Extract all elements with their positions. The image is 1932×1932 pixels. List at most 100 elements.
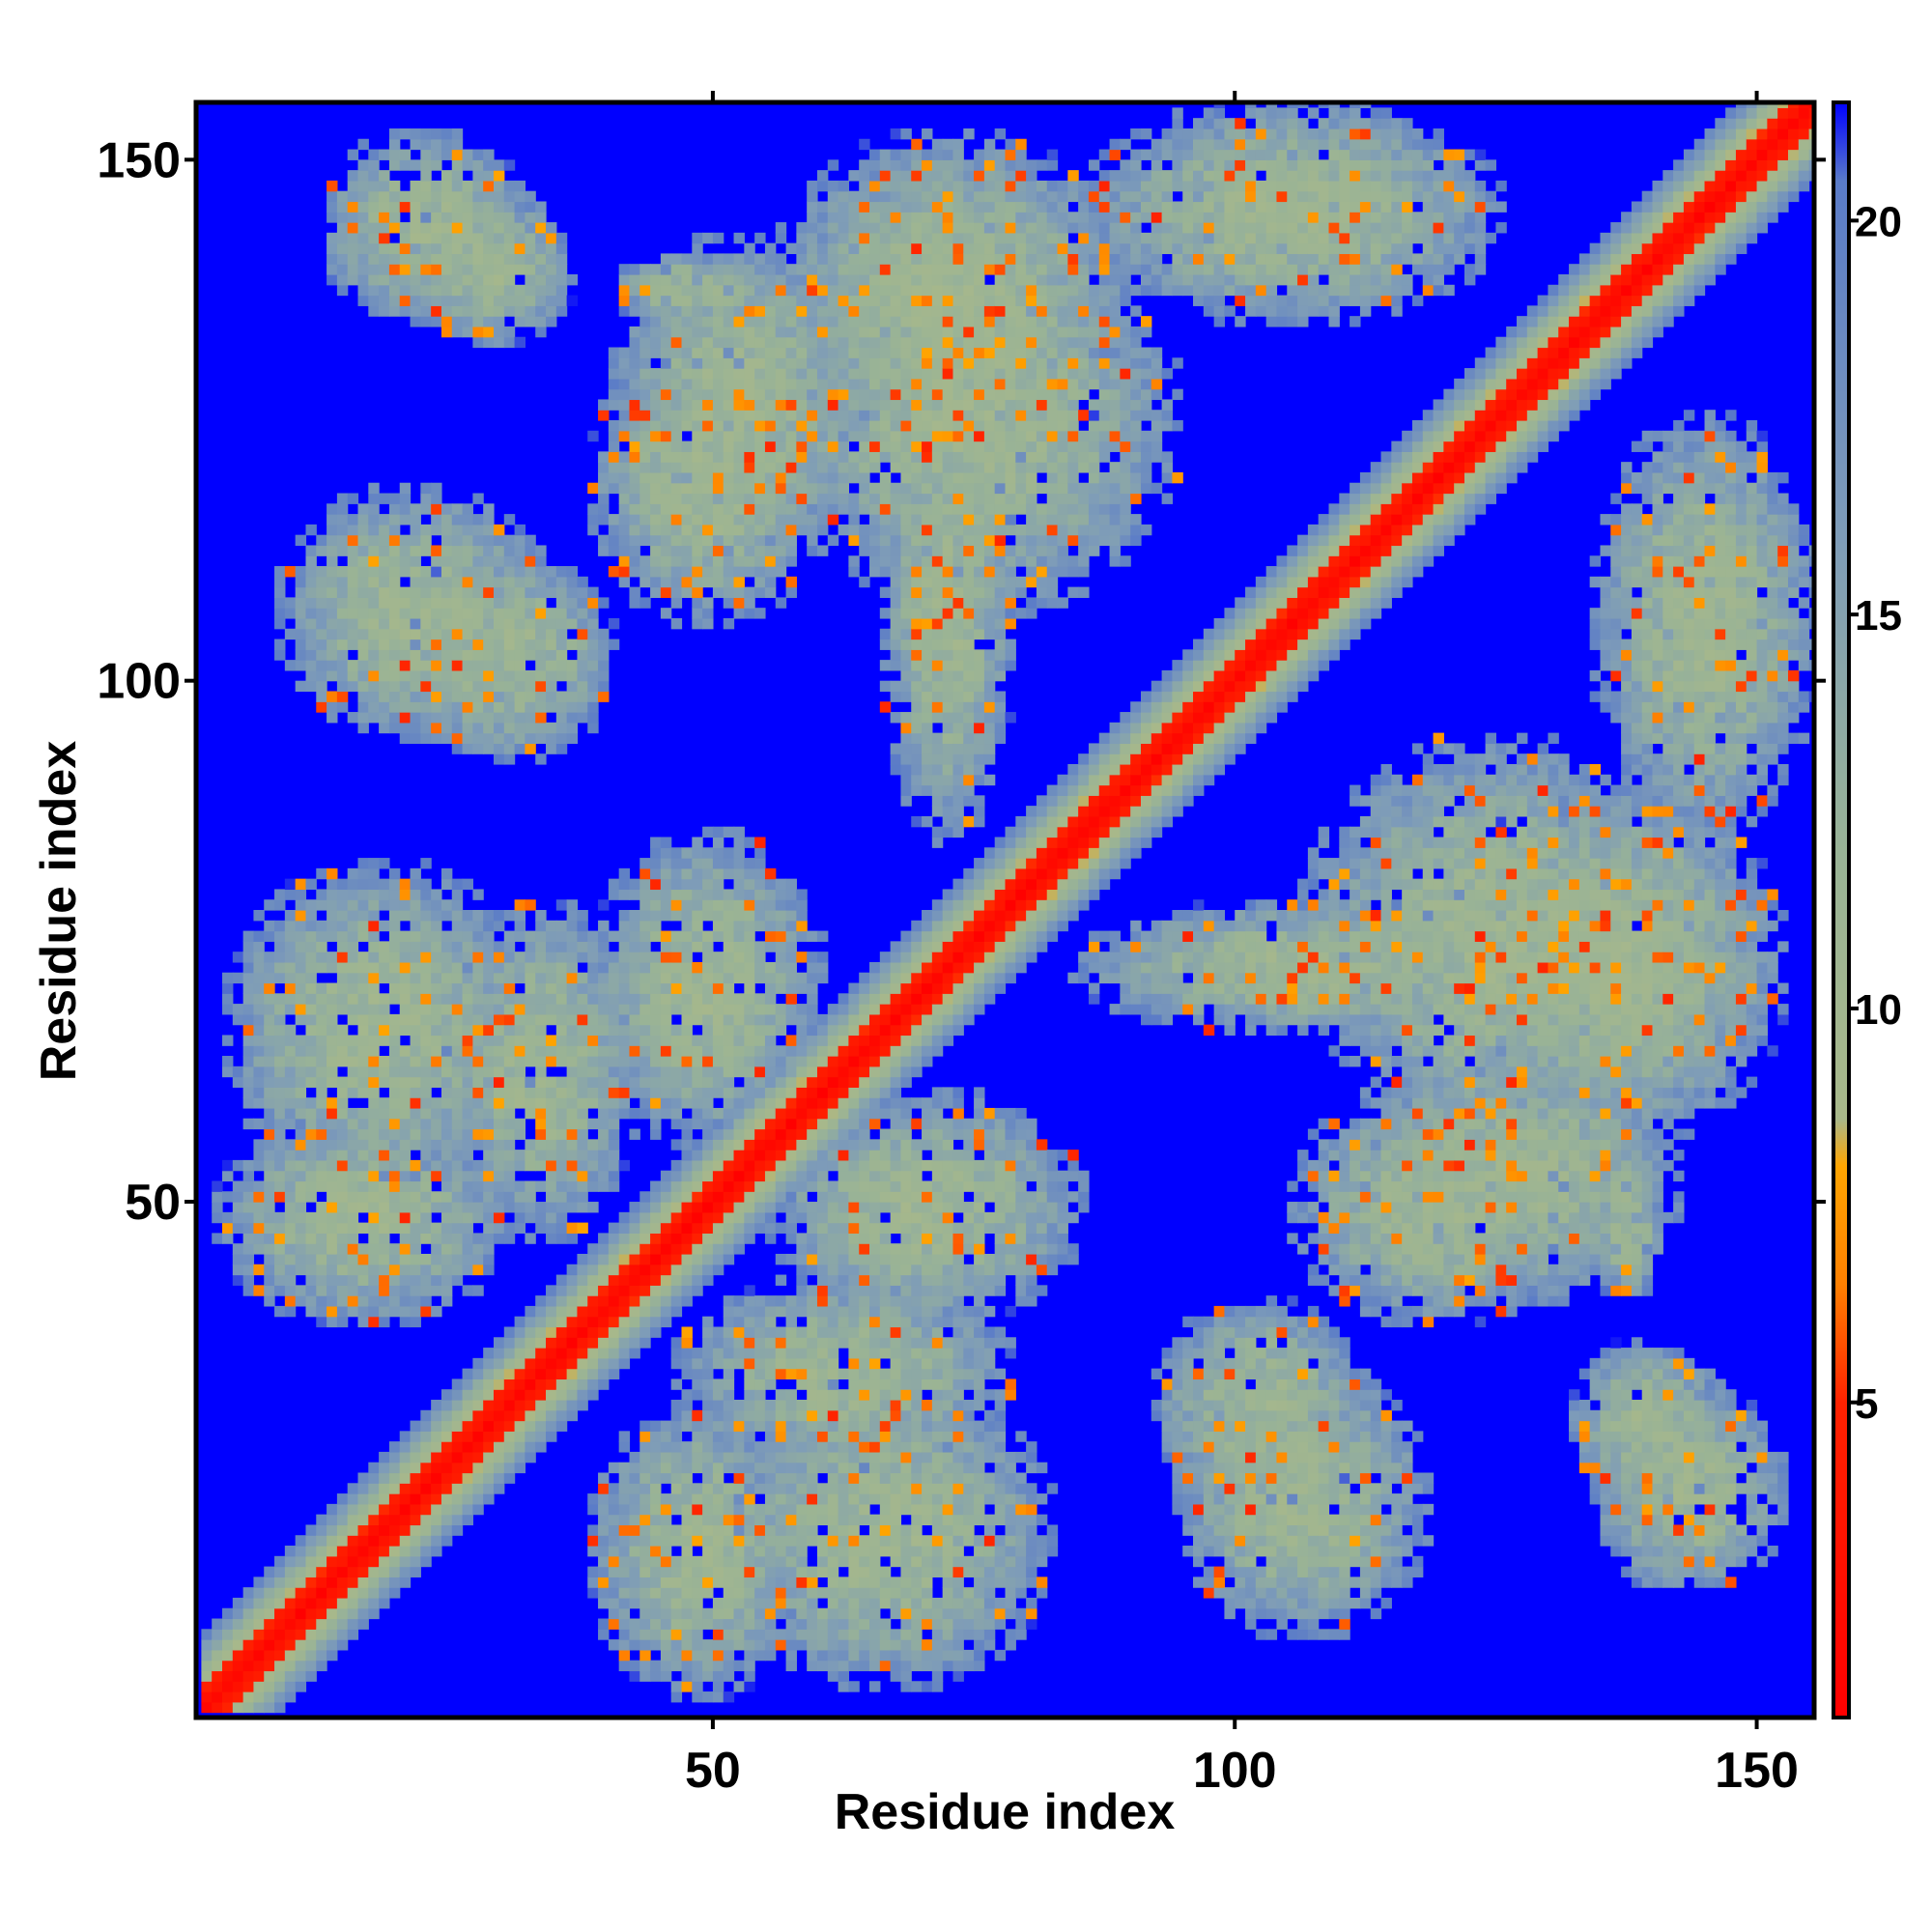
heatmap-cell (702, 576, 714, 588)
heatmap-cell (379, 1180, 390, 1192)
heatmap-cell (754, 1097, 766, 1109)
heatmap-cell (629, 1483, 640, 1494)
heatmap-cell (440, 1243, 453, 1255)
heatmap-cell (451, 972, 464, 984)
heatmap-cell (723, 1649, 735, 1662)
heatmap-cell (472, 1441, 484, 1453)
heatmap-cell (420, 1013, 432, 1026)
heatmap-cell (723, 1555, 735, 1568)
heatmap-cell (274, 1629, 286, 1640)
heatmap-cell (420, 1462, 432, 1474)
heatmap-cell (514, 232, 526, 244)
heatmap-cell (712, 1618, 724, 1630)
heatmap-cell (462, 1202, 473, 1213)
heatmap-cell (368, 242, 380, 255)
heatmap-cell (431, 982, 442, 994)
heatmap-cell (399, 1180, 412, 1192)
heatmap-cell (785, 1618, 797, 1630)
heatmap-cell (327, 212, 338, 223)
heatmap-cell (702, 1139, 714, 1151)
heatmap-cell (420, 1472, 432, 1484)
heatmap-cell (316, 576, 327, 588)
heatmap-cell (535, 952, 547, 963)
heatmap-cell (483, 212, 495, 223)
heatmap-cell (347, 920, 359, 932)
heatmap-cell (764, 534, 777, 547)
heatmap-cell (785, 514, 797, 526)
heatmap-cell (514, 1357, 526, 1370)
heatmap-cell (347, 545, 359, 556)
heatmap-cell (650, 284, 662, 297)
heatmap-cell (274, 1577, 286, 1588)
heatmap-cell (702, 982, 714, 994)
heatmap-cell (440, 961, 453, 974)
heatmap-cell (327, 1128, 338, 1140)
heatmap-cell (327, 920, 338, 932)
heatmap-cell (493, 982, 505, 994)
heatmap-cell (399, 1305, 412, 1318)
heatmap-cell (764, 264, 777, 275)
heatmap-cell (284, 566, 297, 578)
heatmap-cell (681, 972, 693, 984)
heatmap-cell (764, 1180, 777, 1192)
heatmap-cell (764, 889, 777, 900)
heatmap-cell (754, 545, 766, 556)
heatmap-cell (431, 1546, 442, 1557)
heatmap-cell (744, 253, 755, 265)
heatmap-cell (712, 399, 724, 411)
heatmap-cell (420, 952, 432, 963)
heatmap-cell (775, 420, 787, 432)
heatmap-cell (723, 1128, 735, 1140)
heatmap-cell (316, 1233, 327, 1244)
heatmap-cell (692, 566, 703, 578)
heatmap-cell (733, 1191, 745, 1203)
heatmap-cell (420, 212, 432, 223)
heatmap-cell (733, 524, 745, 536)
heatmap-cell (618, 1295, 631, 1307)
heatmap-cell (629, 1035, 640, 1046)
heatmap-cell (357, 1295, 369, 1307)
heatmap-cell (399, 1150, 412, 1161)
heatmap-cell (587, 1326, 599, 1338)
heatmap-cell (650, 1097, 662, 1109)
heatmap-cell (764, 1233, 777, 1244)
heatmap-cell (639, 1670, 651, 1682)
heatmap-cell (295, 1681, 307, 1692)
heatmap-cell (483, 284, 495, 297)
heatmap-cell (723, 858, 735, 869)
heatmap-cell (399, 222, 412, 234)
heatmap-cell (336, 1503, 349, 1516)
heatmap-cell (546, 295, 557, 306)
heatmap-cell (785, 410, 797, 421)
heatmap-cell (420, 1139, 432, 1151)
heatmap-cell (305, 910, 317, 922)
heatmap-cell (305, 1035, 317, 1046)
heatmap-cell (670, 336, 683, 349)
heatmap-cell (546, 639, 557, 650)
heatmap-cell (483, 201, 495, 213)
heatmap-cell (764, 1462, 777, 1474)
heatmap-cell (525, 1337, 536, 1349)
heatmap-cell (451, 889, 464, 900)
heatmap-cell (483, 253, 495, 265)
heatmap-cell (598, 1577, 610, 1588)
heatmap-cell (639, 1535, 651, 1547)
heatmap-cell (807, 1180, 818, 1192)
heatmap-cell (535, 1180, 547, 1192)
heatmap-cell (305, 1264, 317, 1276)
heatmap-cell (546, 1056, 557, 1067)
heatmap-cell (775, 503, 787, 515)
heatmap-cell (388, 534, 401, 547)
heatmap-cell (462, 576, 473, 588)
heatmap-cell (483, 273, 495, 286)
heatmap-cell (357, 701, 369, 713)
heatmap-cell (525, 1180, 536, 1192)
heatmap-cell (546, 242, 557, 255)
heatmap-cell (712, 1013, 724, 1026)
heatmap-cell (451, 1045, 464, 1057)
heatmap-cell (451, 201, 464, 213)
heatmap-cell (357, 1035, 369, 1046)
heatmap-cell (555, 1316, 568, 1328)
heatmap-cell (807, 399, 818, 411)
heatmap-cell (660, 961, 672, 974)
